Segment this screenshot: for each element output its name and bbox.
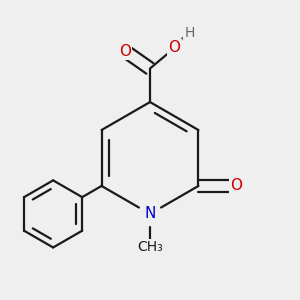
Text: H: H [184,26,195,40]
Text: CH₃: CH₃ [137,241,163,254]
Text: O: O [230,178,242,194]
Text: O: O [169,40,181,56]
Text: N: N [144,206,156,221]
Text: O: O [119,44,131,59]
